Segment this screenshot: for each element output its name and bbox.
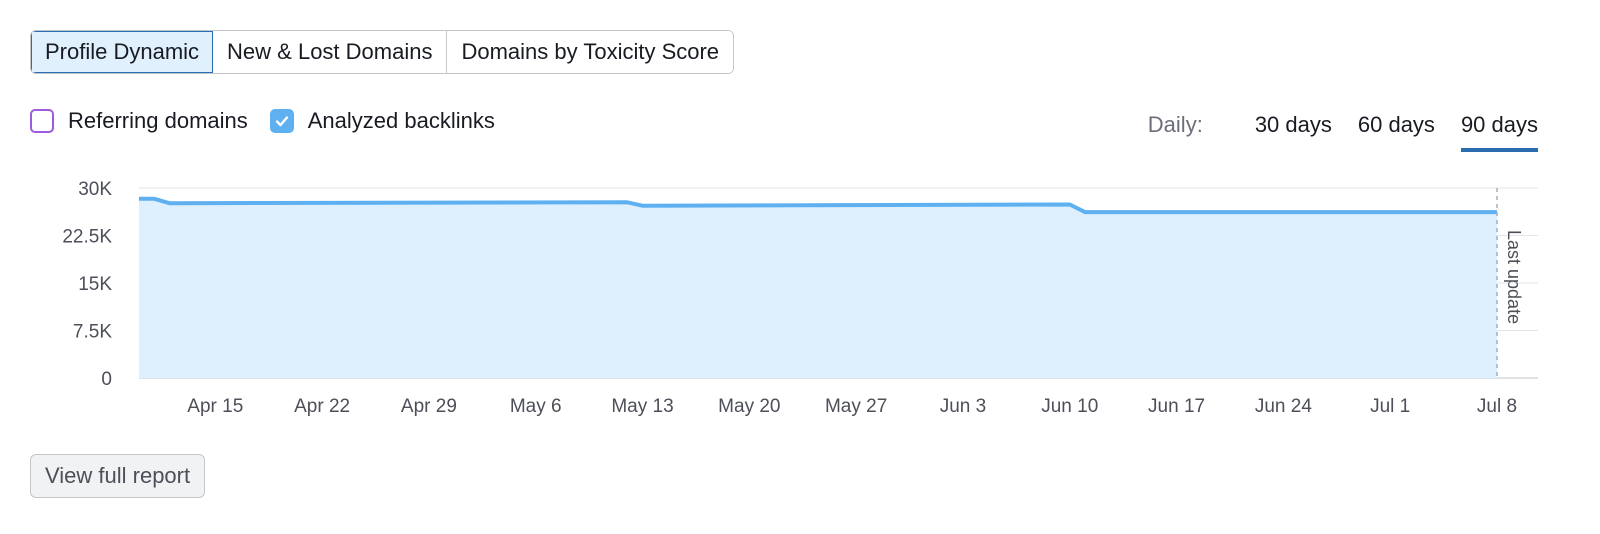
x-tick-label: Jun 24: [1255, 396, 1312, 417]
referring-domains-toggle[interactable]: Referring domains: [30, 108, 248, 134]
series-line: [139, 196, 1497, 215]
tab-profile-dynamic[interactable]: Profile Dynamic: [31, 31, 214, 73]
backlinks-area-chart: 0 7.5K 15K 22.5K 30K Last update Apr 15 Apr 22 A…: [62, 179, 1538, 417]
analyzed-backlinks-checkbox[interactable]: [269, 109, 294, 133]
referring-domains-checkbox[interactable]: [30, 109, 54, 133]
x-tick-label: May 13: [611, 396, 673, 417]
x-tick-label: May 27: [825, 396, 887, 417]
x-tick-label: Jun 3: [940, 396, 986, 417]
view-full-report-button[interactable]: View full report: [30, 454, 206, 498]
series-toggles: Referring domains Analyzed backlinks: [30, 108, 517, 134]
y-tick-label: 0: [101, 369, 112, 390]
x-tick-label: Jun 17: [1148, 396, 1205, 417]
analyzed-backlinks-toggle[interactable]: Analyzed backlinks: [269, 108, 495, 134]
x-tick-label: Jul 8: [1477, 396, 1517, 417]
x-tick-label: May 20: [718, 396, 780, 417]
x-tick-label: May 6: [510, 396, 562, 417]
period-selector: Daily: 30 days 60 days 90 days: [1148, 112, 1538, 152]
y-tick-label: 22.5K: [62, 227, 112, 248]
x-tick-label: Jul 1: [1370, 396, 1410, 417]
y-tick-label: 15K: [78, 274, 112, 295]
report-tabs: Profile Dynamic New & Lost Domains Domai…: [30, 30, 735, 74]
referring-domains-label: Referring domains: [68, 108, 248, 133]
y-tick-label: 30K: [78, 179, 112, 200]
period-caption: Daily:: [1147, 112, 1203, 137]
y-tick-label: 7.5K: [73, 322, 112, 343]
x-tick-label: Apr 15: [187, 396, 243, 417]
tab-domains-by-toxicity-score[interactable]: Domains by Toxicity Score: [447, 31, 734, 73]
period-30-days[interactable]: 30 days: [1254, 112, 1332, 137]
analyzed-backlinks-label: Analyzed backlinks: [307, 108, 495, 133]
period-90-days[interactable]: 90 days: [1460, 112, 1538, 152]
series-area: [139, 198, 1497, 378]
x-tick-label: Apr 22: [294, 396, 350, 417]
period-60-days[interactable]: 60 days: [1357, 112, 1435, 137]
tab-new-lost-domains[interactable]: New & Lost Domains: [213, 31, 448, 73]
x-tick-label: Apr 29: [401, 396, 457, 417]
checkmark-icon: [275, 116, 288, 127]
x-tick-label: Jun 10: [1041, 396, 1098, 417]
last-update-label: Last update: [1504, 230, 1524, 324]
